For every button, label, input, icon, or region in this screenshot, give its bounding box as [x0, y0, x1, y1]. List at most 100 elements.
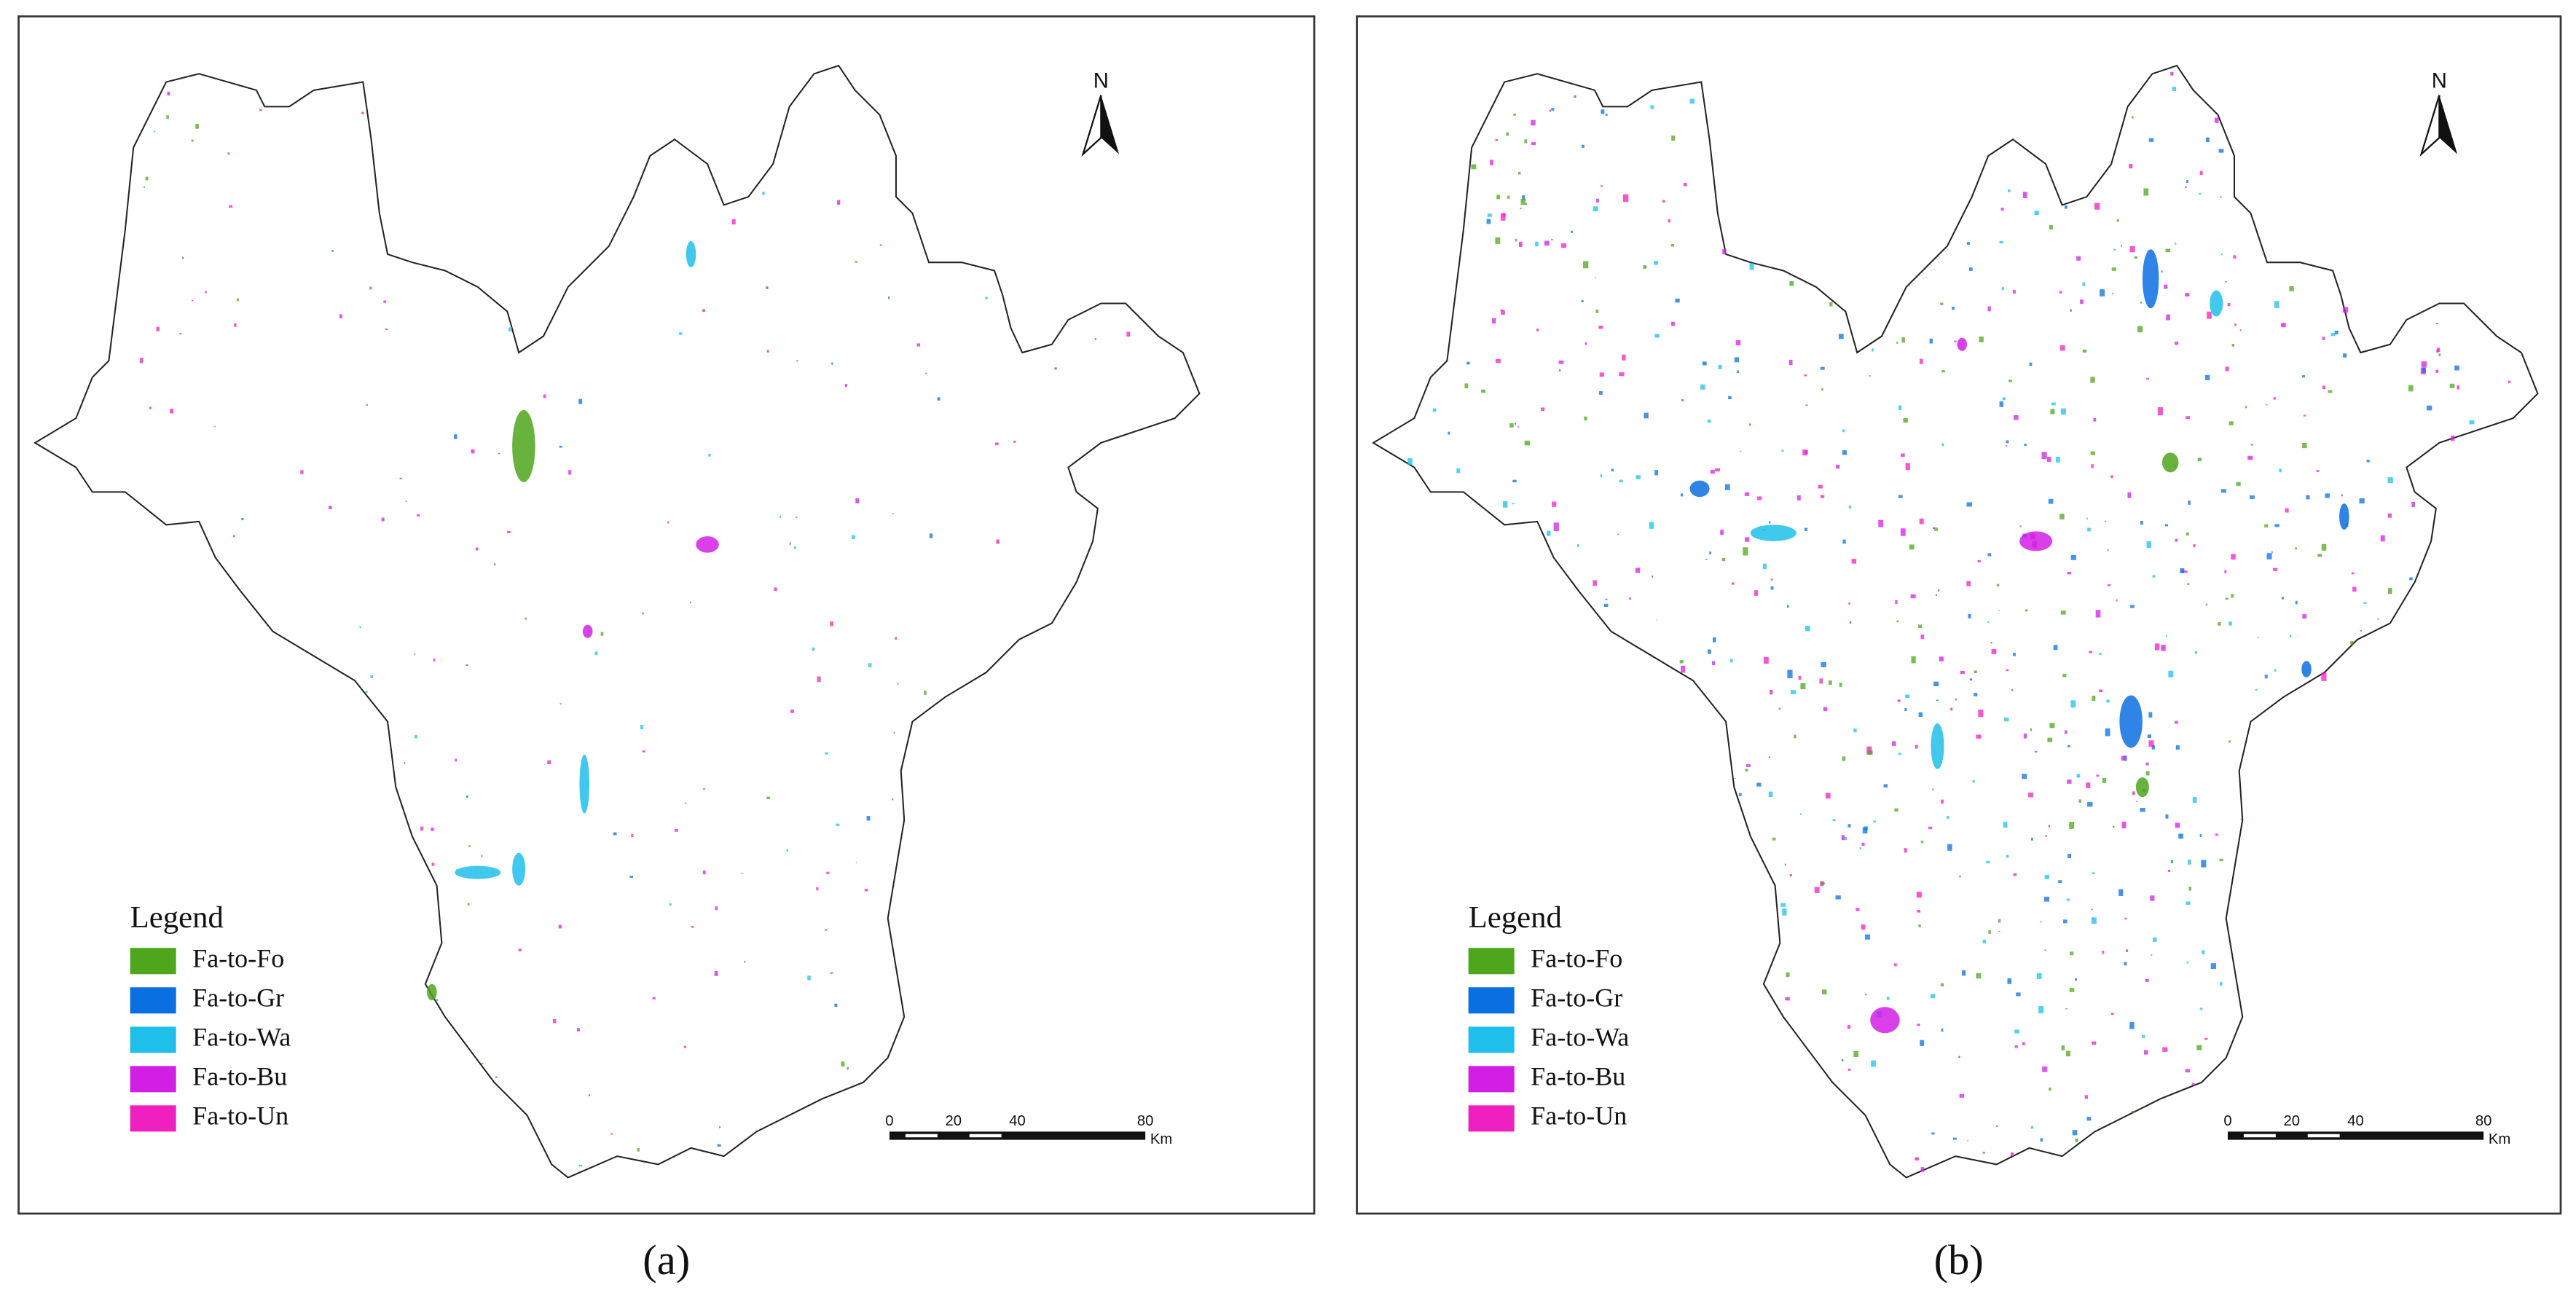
change-patch [2066, 898, 2070, 901]
change-patch [1736, 370, 1739, 374]
change-patch [637, 1148, 640, 1152]
change-patch [2231, 554, 2236, 560]
change-patch [2161, 270, 2163, 273]
change-patch [845, 383, 847, 388]
change-patch [2175, 243, 2177, 245]
change-patch [1998, 610, 2000, 611]
change-patch [631, 833, 634, 837]
change-patch [793, 546, 796, 549]
change-patch [1864, 934, 1870, 940]
change-patch [1681, 399, 1684, 401]
change-patch [1941, 799, 1944, 804]
change-patch [1903, 417, 1908, 423]
change-patch [2161, 645, 2166, 651]
change-patch [2051, 402, 2056, 406]
change-patch [2245, 406, 2247, 409]
change-patch [1768, 756, 1770, 758]
change-patch [786, 849, 788, 852]
change-patch [2023, 733, 2027, 739]
change-patch [1518, 241, 1523, 248]
change-patch [1928, 826, 1933, 830]
change-patch [467, 903, 470, 906]
change-patch [2328, 390, 2333, 393]
change-patch [2199, 170, 2203, 176]
change-patch [2281, 323, 2286, 328]
change-patch [2002, 397, 2006, 401]
change-patch [1596, 198, 1599, 203]
change-patch [480, 1063, 484, 1065]
change-patch [1952, 306, 1955, 310]
change-patch [1662, 200, 1665, 203]
change-patch [2201, 860, 2207, 868]
change-patch [2151, 954, 2153, 956]
change-patch [702, 870, 706, 875]
change-patch [1939, 656, 1944, 661]
change-patch [1718, 364, 1722, 369]
change-patch [825, 752, 828, 755]
change-patch [1919, 358, 1923, 364]
change-patch [2218, 622, 2221, 626]
scale-bar [2227, 1131, 2484, 1140]
change-patch [1990, 642, 1992, 644]
change-patch [1861, 842, 1865, 846]
change-patch [2096, 774, 2100, 777]
change-patch [640, 725, 644, 729]
change-patch [642, 612, 644, 615]
change-patch [1959, 875, 1961, 878]
change-patch [468, 845, 471, 847]
change-patch [2186, 532, 2189, 536]
change-patch [2068, 745, 2070, 747]
change-patch [588, 1094, 591, 1096]
change-patch [1936, 699, 1939, 702]
change-patch [1680, 493, 1684, 497]
change-patch [2044, 949, 2046, 951]
change-patch [1525, 203, 1528, 205]
change-patch [1995, 1125, 1998, 1127]
change-patch [2225, 280, 2228, 283]
change-patch [1731, 582, 1735, 585]
change-patch [613, 832, 617, 836]
change-patch [414, 734, 417, 739]
change-patch [892, 798, 894, 801]
change-patch [1502, 500, 1508, 508]
change-patch [1787, 605, 1789, 608]
change-patch [1553, 522, 1559, 532]
change-patch [2273, 397, 2276, 400]
change-patch [2075, 978, 2077, 981]
scale-tick-label: 80 [2475, 1113, 2492, 1129]
change-patch [2006, 855, 2009, 858]
change-patch [1845, 836, 1847, 841]
change-patch [2306, 495, 2310, 500]
change-patch [1770, 578, 1773, 581]
change-patch [1847, 1068, 1851, 1071]
change-patch [1486, 219, 1491, 224]
change-patch [1722, 249, 1727, 255]
map-panel: N Legend Fa-to-Fo Fa-to-Gr Fa-to-Wa Fa-to-Bu F… [1356, 15, 2562, 1284]
change-patch [1911, 656, 1916, 664]
change-patch [762, 192, 765, 195]
change-patch [1848, 602, 1850, 605]
change-patch [2118, 889, 2124, 896]
change-patch [2225, 366, 2229, 372]
change-patch [2112, 825, 2115, 828]
change-patch [2022, 192, 2027, 198]
change-patch [2188, 887, 2191, 891]
change-patch [2236, 482, 2241, 486]
change-patch [1814, 887, 1820, 893]
change-patch [2148, 712, 2153, 718]
legend-label: Fa-to-Gr [1531, 983, 1622, 1013]
change-patch [2099, 289, 2105, 296]
change-patch [2352, 586, 2357, 592]
change-patch [2129, 163, 2133, 169]
change-patch [1836, 464, 1840, 469]
change-patch [2186, 961, 2188, 964]
change-patch [642, 750, 645, 753]
map [1372, 64, 2539, 1179]
change-patch [2116, 599, 2118, 602]
change-patch [2168, 670, 2174, 677]
change-patch [2091, 908, 2093, 911]
change-patch [2316, 470, 2320, 472]
change-patch [2255, 688, 2258, 691]
change-patch [830, 621, 833, 626]
